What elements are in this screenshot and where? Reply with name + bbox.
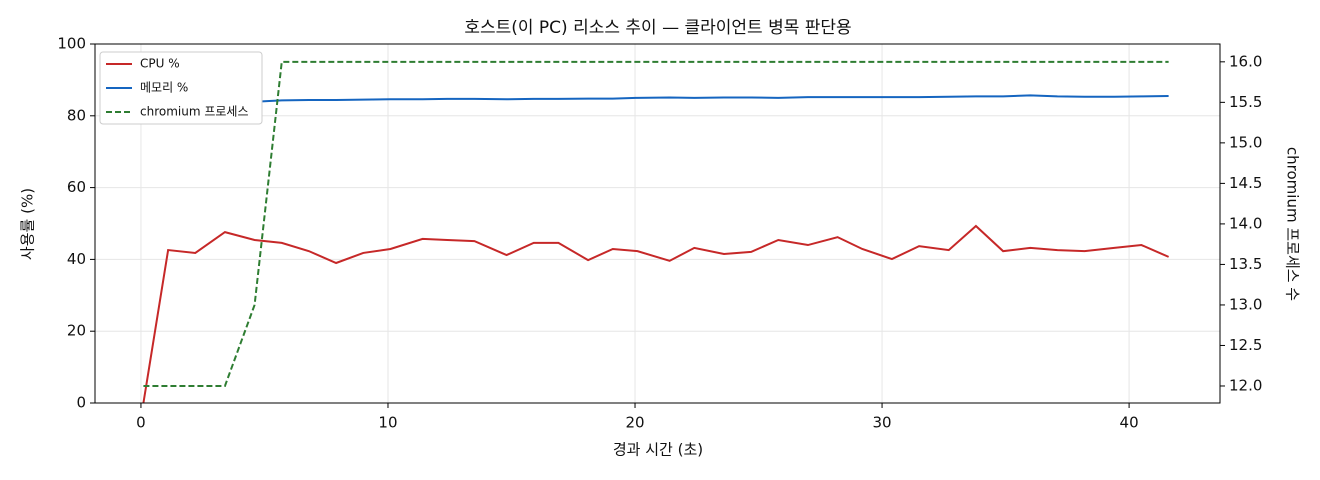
y2-tick-label: 13.5 (1229, 255, 1262, 273)
chart-title: 호스트(이 PC) 리소스 추이 — 클라이언트 병목 판단용 (464, 18, 851, 38)
y-tick-label: 100 (57, 35, 86, 53)
legend-label: 메모리 % (140, 81, 188, 95)
y2-tick-label: 12.5 (1229, 336, 1262, 354)
series-line (143, 60, 1169, 387)
y-tick-label: 0 (76, 394, 86, 412)
plot-frame (94, 43, 1221, 404)
y-tick-label: 40 (67, 250, 86, 268)
x-tick-label: 10 (378, 414, 397, 432)
y2-tick-label: 14.5 (1229, 174, 1262, 192)
x-tick-label: 40 (1120, 414, 1139, 432)
y2-axis-label: chromium 프로세스 수 (1284, 147, 1302, 301)
x-tick-label: 0 (136, 414, 146, 432)
y-tick-label: 80 (67, 106, 86, 124)
series-line (143, 94, 1169, 107)
y2-tick-label: 13.0 (1229, 295, 1262, 313)
y2-tick-label: 15.0 (1229, 133, 1262, 151)
y-axis-label: 사용률 (%) (19, 188, 37, 260)
legend-label: chromium 프로세스 (140, 105, 249, 119)
series-line (142, 224, 1170, 404)
x-axis-label: 경과 시간 (초) (613, 441, 703, 459)
y2-tick-label: 15.5 (1229, 93, 1262, 111)
legend-label: CPU % (140, 57, 180, 71)
x-tick-label: 30 (873, 414, 892, 432)
legend: CPU % 메모리 % chromium 프로세스 (99, 51, 263, 125)
y-tick-label: 20 (67, 322, 86, 340)
y2-tick-label: 12.0 (1229, 376, 1262, 394)
legend-box (99, 51, 263, 125)
y2-tick-label: 16.0 (1229, 52, 1262, 70)
y2-tick-label: 14.0 (1229, 214, 1262, 232)
x-tick-label: 20 (625, 414, 644, 432)
y-tick-label: 60 (67, 178, 86, 196)
